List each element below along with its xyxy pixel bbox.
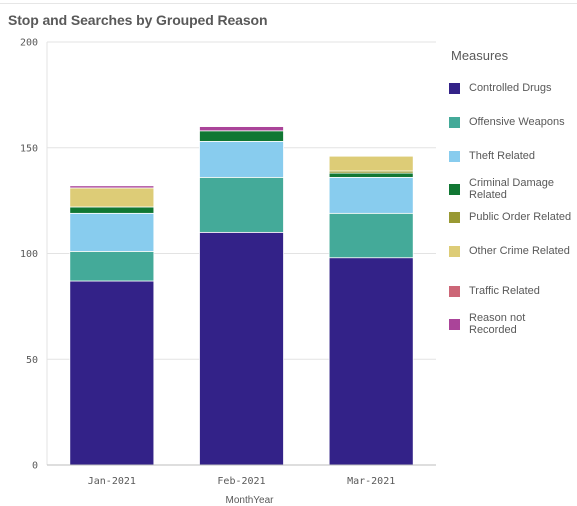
legend-label: Other Crime Related	[469, 245, 570, 257]
bar-segment	[199, 130, 284, 142]
bar-segment	[328, 176, 414, 214]
legend-swatch	[449, 150, 460, 162]
y-tick-label: 50	[26, 355, 38, 366]
legend-item: Public Order Related	[449, 211, 577, 241]
legend-swatch	[449, 245, 460, 257]
legend-label: Criminal Damage Related	[469, 177, 554, 201]
top-divider	[0, 3, 577, 4]
chart-title: Stop and Searches by Grouped Reason	[8, 12, 268, 28]
x-tick-label: Mar-2021	[347, 476, 395, 487]
legend-label: Public Order Related	[469, 211, 572, 223]
legend-item: Criminal Damage Related	[449, 177, 577, 207]
bar-segment	[199, 126, 284, 132]
bar-segment	[199, 231, 284, 466]
bar-segment	[328, 155, 414, 172]
legend-label: Traffic Related	[469, 285, 540, 297]
legend-label: Theft Related	[469, 150, 536, 162]
bar-segment	[199, 141, 284, 178]
legend-item: Other Crime Related	[449, 245, 577, 275]
legend-label: Reason not Recorded	[469, 312, 526, 336]
bar-segment	[69, 251, 155, 282]
y-tick-label: 100	[20, 249, 38, 260]
legend-title: Measures	[451, 48, 509, 63]
legend-swatch	[449, 183, 460, 195]
bar-segment	[328, 172, 414, 178]
legend-swatch	[449, 82, 460, 94]
legend-item: Reason not Recorded	[449, 312, 577, 342]
legend-label: Offensive Weapons	[469, 116, 565, 128]
legend-item: Offensive Weapons	[449, 116, 577, 146]
y-tick-label: 0	[32, 461, 38, 472]
bar-segment	[69, 187, 155, 208]
bar-segment	[69, 280, 155, 466]
y-tick-label: 150	[20, 143, 38, 154]
legend-item: Traffic Related	[449, 285, 577, 315]
bar-segment	[199, 176, 284, 233]
bar-segment	[328, 212, 414, 259]
legend-swatch	[449, 285, 460, 297]
bar-segment	[69, 206, 155, 214]
y-tick-label: 200	[20, 38, 38, 49]
legend-item: Controlled Drugs	[449, 82, 577, 112]
bar-segment	[69, 185, 155, 189]
legend-label: Controlled Drugs	[469, 82, 552, 94]
bar-segment	[69, 212, 155, 252]
x-tick-label: Jan-2021	[88, 476, 136, 487]
x-axis-title: MonthYear	[226, 495, 275, 506]
legend-swatch	[449, 318, 460, 330]
legend-swatch	[449, 211, 460, 223]
bar-segment	[328, 257, 414, 466]
x-tick-label: Feb-2021	[217, 476, 265, 487]
legend-swatch	[449, 116, 460, 128]
legend-item: Theft Related	[449, 150, 577, 180]
